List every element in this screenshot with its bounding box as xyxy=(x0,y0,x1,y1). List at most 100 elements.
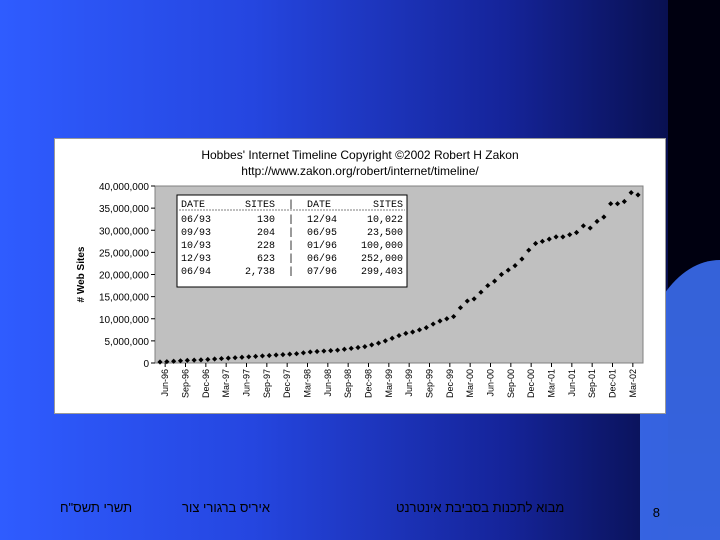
data-point xyxy=(573,229,580,236)
data-point xyxy=(457,305,464,311)
chart-panel: Hobbes' Internet Timeline Copyright ©200… xyxy=(54,138,666,414)
page-number: 8 xyxy=(652,505,660,520)
x-tick-label: Dec-97 xyxy=(282,369,292,398)
data-point xyxy=(485,282,491,289)
inset-table-cell: 204 xyxy=(257,228,275,239)
inset-table-separator: | xyxy=(288,199,294,211)
chart-subtitle: http://www.zakon.org/robert/internet/tim… xyxy=(241,164,479,178)
inset-table-cell: 10,022 xyxy=(367,215,403,226)
inset-table-header: SITES xyxy=(245,200,275,211)
inset-table-cell: 2,738 xyxy=(245,267,275,278)
x-tick-label: Mar-97 xyxy=(221,369,231,398)
inset-table-separator: | xyxy=(288,266,294,278)
y-tick-label: 25,000,000 xyxy=(99,248,149,259)
data-point xyxy=(519,256,525,262)
footer-author: איריס ברגורי צור xyxy=(182,500,271,515)
x-tick-label: Sep-01 xyxy=(587,369,597,398)
y-tick-label: 15,000,000 xyxy=(99,293,149,304)
x-tick-label: Dec-99 xyxy=(445,369,455,398)
x-tick-label: Jun-96 xyxy=(160,369,170,397)
data-point xyxy=(635,192,641,198)
inset-table-separator: | xyxy=(288,240,294,252)
data-point xyxy=(321,348,327,354)
data-point xyxy=(444,316,450,322)
data-point xyxy=(246,354,252,360)
x-tick-label: Jun-97 xyxy=(242,369,252,397)
data-point xyxy=(396,332,402,339)
footer-date: תשרי תשס"ח xyxy=(60,500,133,515)
footer-course: מבוא לתכנות בסביבת אינטרנט xyxy=(396,500,565,515)
x-tick-label: Jun-01 xyxy=(567,369,577,397)
data-point xyxy=(157,359,163,365)
data-point xyxy=(594,218,600,224)
x-tick-label: Dec-98 xyxy=(364,369,374,398)
data-point xyxy=(362,344,368,350)
inset-table-header: SITES xyxy=(373,200,403,211)
data-point xyxy=(218,355,225,362)
inset-table-cell: 623 xyxy=(257,254,275,265)
data-point xyxy=(587,225,593,231)
inset-table-separator: | xyxy=(288,253,294,265)
data-point xyxy=(492,278,498,284)
data-point xyxy=(225,355,231,361)
x-tick-label: Mar-01 xyxy=(547,369,557,398)
data-point xyxy=(546,236,552,242)
y-tick-label: 5,000,000 xyxy=(105,337,150,348)
data-point xyxy=(430,321,436,327)
inset-table-cell: 12/93 xyxy=(181,253,211,265)
inset-table-cell: 01/96 xyxy=(307,240,337,252)
inset-table-separator: | xyxy=(288,227,294,239)
inset-table-cell: 10/93 xyxy=(181,240,211,252)
data-point xyxy=(560,234,566,240)
data-point xyxy=(498,271,505,278)
data-point xyxy=(266,352,272,359)
data-point xyxy=(314,348,320,355)
x-tick-label: Mar-02 xyxy=(628,369,638,398)
y-tick-label: 35,000,000 xyxy=(99,204,149,215)
inset-table-cell: 06/95 xyxy=(307,227,337,239)
y-axis-label: # Web Sites xyxy=(76,246,87,302)
y-tick-label: 0 xyxy=(143,359,149,370)
data-point xyxy=(451,313,457,320)
inset-table-cell: 09/93 xyxy=(181,227,211,239)
y-tick-label: 40,000,000 xyxy=(99,182,149,193)
data-point xyxy=(232,355,238,361)
data-point xyxy=(382,338,388,344)
inset-table-cell: 100,000 xyxy=(361,241,403,252)
data-point xyxy=(464,298,470,304)
data-point xyxy=(478,289,484,295)
x-tick-label: Dec-96 xyxy=(201,369,211,398)
inset-table-cell: 06/94 xyxy=(181,266,211,278)
x-tick-label: Sep-00 xyxy=(506,369,516,398)
data-point xyxy=(355,344,361,351)
inset-table-cell: 299,403 xyxy=(361,267,403,278)
x-tick-label: Jun-99 xyxy=(404,369,414,397)
data-point xyxy=(253,353,259,359)
data-point xyxy=(471,296,477,302)
chart-title: Hobbes' Internet Timeline Copyright ©200… xyxy=(201,148,519,162)
data-point xyxy=(505,267,511,273)
data-point xyxy=(621,198,627,205)
x-tick-label: Sep-96 xyxy=(181,369,191,398)
data-point xyxy=(628,190,634,196)
inset-table-cell: 06/96 xyxy=(307,253,337,265)
inset-table-cell: 23,500 xyxy=(367,228,403,239)
data-point xyxy=(526,247,532,253)
inset-table-box xyxy=(176,194,408,288)
x-tick-label: Jun-00 xyxy=(486,369,496,397)
data-point xyxy=(239,354,245,360)
inset-table-separator: | xyxy=(288,214,294,226)
data-point xyxy=(512,263,518,269)
data-point xyxy=(307,349,313,355)
x-tick-label: Jun-98 xyxy=(323,369,333,397)
data-point xyxy=(410,329,416,335)
inset-table-cell: 252,000 xyxy=(361,254,403,265)
y-tick-label: 20,000,000 xyxy=(99,271,149,282)
y-tick-label: 10,000,000 xyxy=(99,315,149,326)
data-point xyxy=(614,201,621,207)
inset-table-cell: 228 xyxy=(257,241,275,252)
x-tick-label: Dec-00 xyxy=(526,369,536,398)
inset-table-cell: 07/96 xyxy=(307,266,337,278)
x-tick-label: Dec-01 xyxy=(608,369,618,398)
inset-table-cell: 12/94 xyxy=(307,214,337,226)
